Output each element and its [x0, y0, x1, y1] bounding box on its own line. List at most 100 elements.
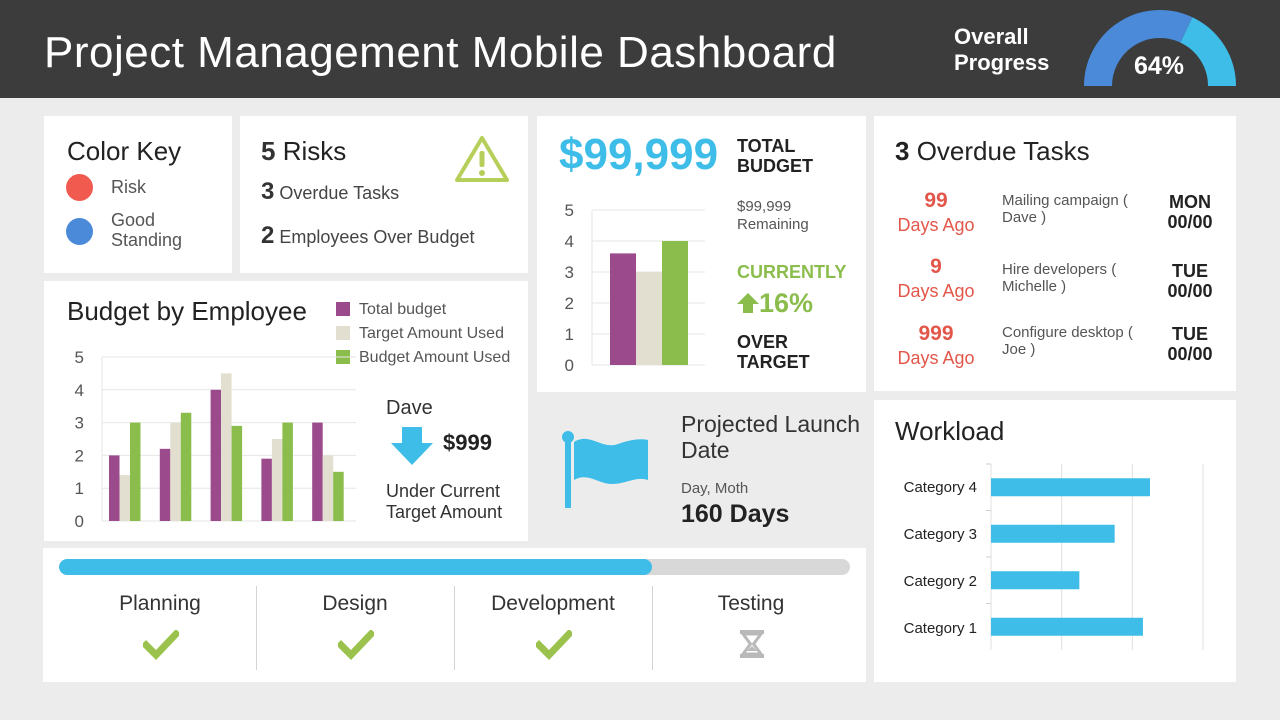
budget-by-employee-card: Budget by Employee Total budget Target A… [44, 281, 528, 541]
bar [170, 422, 181, 521]
color-key-title: Color Key [67, 136, 182, 166]
overdue-count-line: 3 Overdue Tasks [261, 178, 399, 206]
checkmark-icon [143, 630, 179, 660]
over-target-label: OVER TARGET [737, 332, 810, 372]
launch-title: Projected Launch Date [681, 411, 861, 463]
phase-testing: Testing [652, 586, 850, 670]
bar [271, 439, 283, 521]
workload-card: Workload Category 4 Category 3 Category … [874, 400, 1236, 682]
total-budget-label: TOTAL BUDGET [737, 136, 813, 176]
overdue-tasks-card: 3 Overdue Tasks 99 Days Ago Mailing camp… [874, 116, 1236, 391]
legend-total-budget: Total budget [359, 301, 447, 318]
total-budget-chart: 0 1 2 3 4 5 [565, 201, 705, 375]
task-days-number: 99 [924, 189, 948, 212]
bar [109, 455, 120, 521]
risks-count-line: 5 Risks [261, 136, 346, 167]
bar [119, 475, 130, 521]
phase-label: Planning [119, 592, 201, 615]
good-standing-color-dot [66, 218, 93, 245]
legend-swatch-total-budget [336, 302, 350, 316]
phase-progress-bar [59, 559, 850, 575]
task-due-day: TUE [1172, 261, 1208, 281]
task-due-date: 00/00 [1167, 281, 1213, 301]
task-days-ago: Days Ago [897, 215, 975, 235]
header: Project Management Mobile Dashboard Over… [0, 0, 1280, 98]
y-tick-label: 4 [565, 232, 574, 251]
employees-over-budget-label: Employees Over Budget [279, 227, 475, 247]
y-tick-label: 5 [75, 348, 84, 367]
employee-note: Under Current Target Amount [386, 481, 503, 522]
y-tick-label: 2 [75, 446, 84, 465]
warning-icon [455, 136, 509, 182]
overall-progress-label: Overall Progress [954, 24, 1050, 75]
workload-category-label: Category 2 [903, 573, 977, 590]
over-target-percent: 16% [737, 288, 813, 319]
total-budget-value: $99,999 [559, 130, 719, 179]
workload-chart [986, 463, 1204, 650]
bar [159, 448, 171, 521]
phase-divider [652, 586, 653, 670]
overdue-title: 3 Overdue Tasks [895, 136, 1090, 167]
task-name: Mailing campaign ( Dave ) [1002, 192, 1128, 226]
bar [210, 389, 222, 521]
bar [662, 241, 688, 365]
y-tick-label: 4 [75, 381, 84, 400]
workload-category-label: Category 1 [903, 620, 977, 637]
bar [991, 524, 1115, 543]
task-days-number: 999 [918, 322, 954, 345]
phase-label: Testing [717, 592, 785, 615]
gauge-remaining-arc [1179, 17, 1236, 87]
overdue-title-count: 3 [895, 136, 910, 166]
launch-subtitle: Day, Moth [681, 480, 749, 497]
employees-over-budget-count: 2 [261, 222, 275, 249]
bar [261, 458, 272, 521]
y-tick-label: 5 [565, 201, 574, 220]
employee-amount: $999 [443, 430, 492, 455]
color-key-card: Color Key Risk Good Standing [44, 116, 232, 273]
phases-card: Planning Design Development Testing [43, 548, 866, 682]
task-name: Hire developers ( Michelle ) [1002, 261, 1117, 295]
page-title: Project Management Mobile Dashboard [44, 28, 837, 77]
task-due-day: MON [1169, 192, 1211, 212]
y-tick-label: 3 [565, 263, 574, 282]
total-budget-card: $99,999 TOTAL BUDGET 0 1 2 3 4 5 $99,999 Rema… [537, 116, 866, 392]
checkmark-icon [536, 630, 572, 660]
task-days-ago: Days Ago [897, 348, 975, 368]
task-name: Configure desktop ( Joe ) [1002, 324, 1133, 358]
y-tick-label: 1 [565, 325, 574, 344]
launch-days: 160 Days [681, 500, 790, 528]
overall-progress-gauge [1084, 10, 1236, 87]
task-due-day: TUE [1172, 324, 1208, 344]
bar [333, 471, 344, 521]
y-tick-label: 0 [565, 356, 574, 375]
budget-by-employee-chart: 0 1 2 3 4 5 [75, 348, 356, 531]
phase-planning: Planning [61, 586, 259, 670]
good-standing-label: Good Standing [111, 210, 183, 250]
task-due-date: 00/00 [1167, 344, 1213, 364]
bar [636, 272, 662, 365]
over-target-percent-value: 16% [759, 288, 814, 318]
risks-label: Risks [282, 136, 347, 166]
bar [282, 422, 293, 521]
gauge-progress-arc [1084, 10, 1193, 87]
phase-divider [256, 586, 257, 670]
task-days-ago: Days Ago [897, 281, 975, 301]
bar [221, 373, 232, 521]
risk-color-dot [66, 174, 93, 201]
bar [610, 253, 636, 365]
overdue-title-label: Overdue Tasks [916, 136, 1090, 166]
phase-divider [454, 586, 455, 670]
employee-name: Dave [386, 397, 433, 419]
risks-count: 5 [261, 136, 276, 166]
arrow-up-icon [737, 293, 759, 313]
risk-label: Risk [111, 177, 146, 197]
phase-label: Development [491, 592, 615, 615]
bar [130, 422, 141, 521]
bar [180, 412, 192, 521]
bar [231, 425, 243, 521]
bar [312, 422, 323, 521]
legend-target-amount-used: Target Amount Used [359, 325, 504, 342]
legend-budget-amount-used: Budget Amount Used [359, 349, 511, 366]
y-tick-label: 3 [75, 414, 84, 433]
overdue-count: 3 [261, 178, 275, 205]
